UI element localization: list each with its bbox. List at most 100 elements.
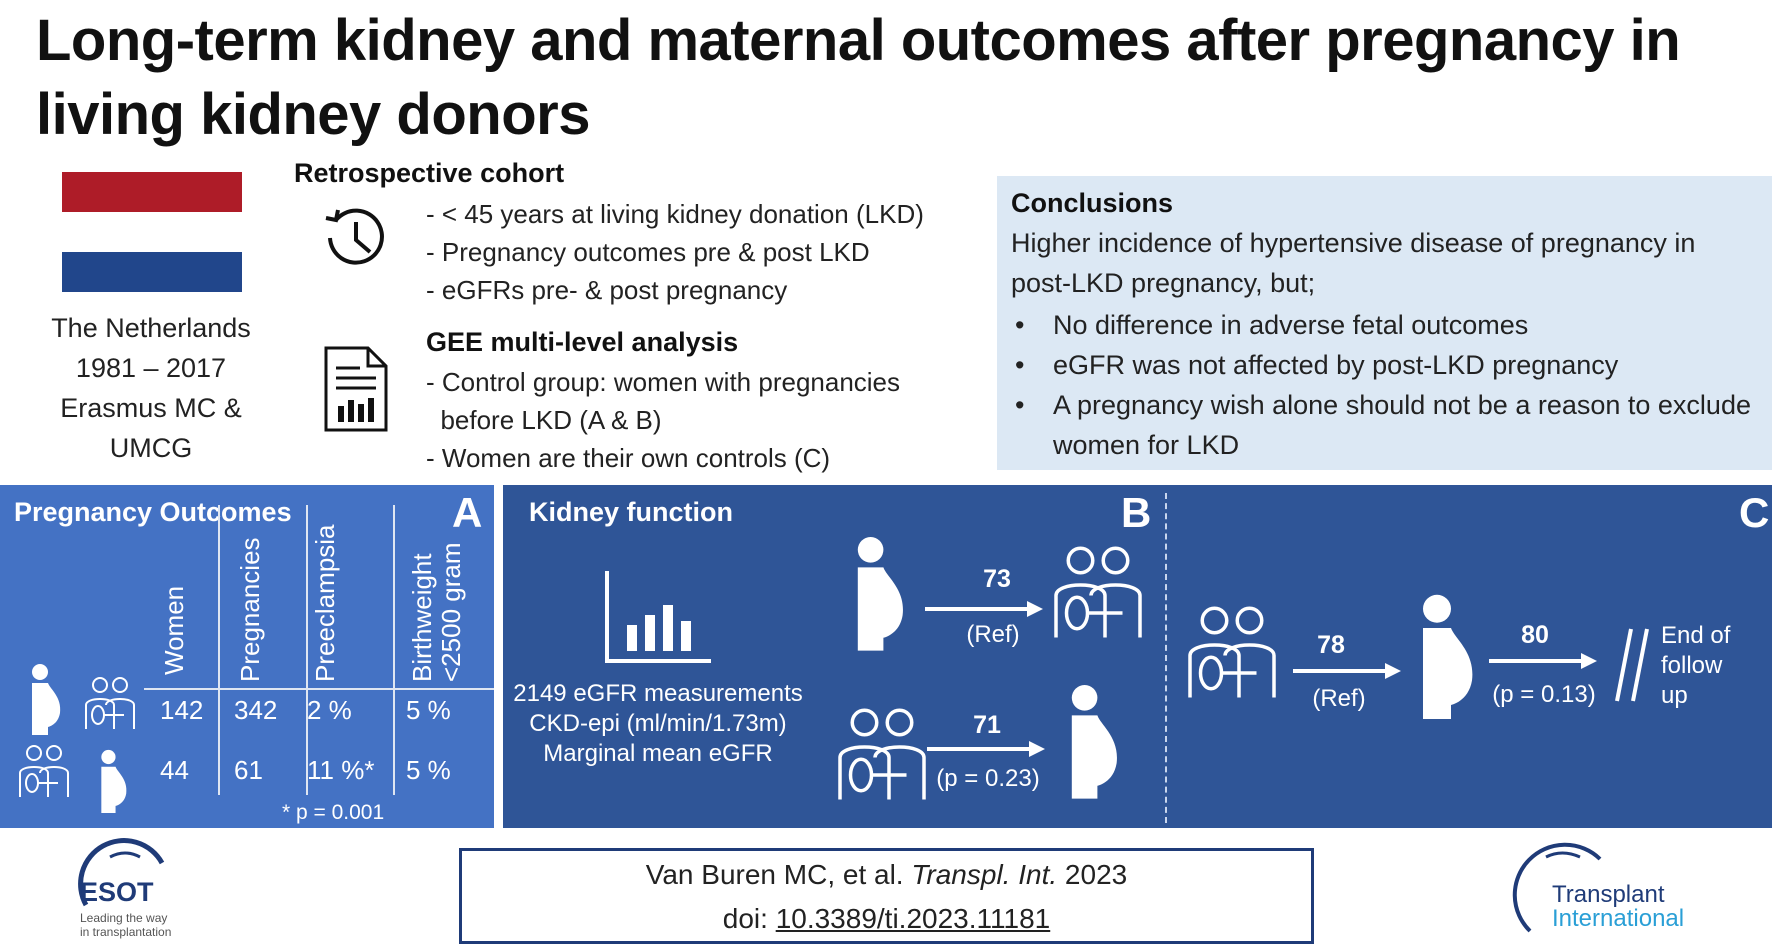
arrow-right-icon	[1293, 663, 1401, 679]
flag-blue-stripe	[62, 252, 242, 292]
esot-logo: ESOT Leading the way in transplantation	[70, 835, 240, 945]
citation-authors: Van Buren MC, et al.	[645, 859, 904, 890]
country-name: The Netherlands	[51, 313, 251, 343]
arrow-right-icon	[925, 601, 1043, 617]
centers-line-1: Erasmus MC &	[60, 393, 242, 423]
kidney-donor-icon	[838, 708, 926, 800]
gee-analysis-heading: GEE multi-level analysis	[426, 327, 739, 357]
citation-box: Van Buren MC, et al. Transpl. Int. 2023 …	[459, 848, 1314, 944]
pregnant-woman-icon	[857, 537, 903, 651]
kidney-donor-icon	[19, 745, 69, 797]
doi-label: doi:	[722, 903, 768, 934]
conclusion-item: No difference in adverse fetal outcomes	[1011, 305, 1758, 345]
egfr-pre-lkd-p-value: (p = 0.23)	[936, 765, 1040, 792]
table-divider	[218, 505, 220, 795]
panel-divider	[1165, 493, 1167, 823]
citation-reference: Van Buren MC, et al. Transpl. Int. 2023	[462, 853, 1311, 897]
table-divider	[393, 505, 395, 795]
arrow-right-icon	[1489, 653, 1597, 669]
end-of-followup-label: End of follow up	[1661, 621, 1757, 711]
panel-b-title: Kidney function	[529, 497, 733, 527]
panel-a-letter: A	[452, 489, 483, 536]
retro-item: - eGFRs pre- & post pregnancy	[426, 275, 788, 305]
ti-name-line: Transplant	[1552, 881, 1665, 908]
end-of-followup-break-icon	[1615, 628, 1649, 702]
conclusions-heading: Conclusions	[1011, 188, 1174, 218]
retro-item: - Pregnancy outcomes pre & post LKD	[426, 237, 870, 267]
gee-item: - Women are their own controls (C)	[426, 443, 831, 473]
egfr-before-pregnancy-ref: (Ref)	[1312, 685, 1366, 712]
kidney-donor-icon	[1188, 606, 1276, 698]
conclusion-item: eGFR was not affected by post-LKD pregna…	[1011, 345, 1758, 385]
esot-circle-emblem	[78, 838, 165, 907]
column-header-preeclampsia: Preeclampsia	[310, 524, 340, 682]
citation-year: 2023	[1064, 859, 1128, 890]
conclusion-item: A pregnancy wish alone should not be a r…	[1011, 385, 1758, 465]
egfr-after-pregnancy-p-value: (p = 0.13)	[1492, 681, 1596, 708]
pregnant-woman-icon	[101, 749, 127, 813]
pregnancies-pre-lkd: 61	[234, 755, 263, 785]
preeclampsia-pre-lkd: 11 %*	[307, 755, 375, 785]
ti-circle-emblem	[1512, 842, 1602, 933]
pregnant-woman-icon	[1423, 594, 1473, 719]
doi-link[interactable]: 10.3389/ti.2023.11181	[775, 903, 1051, 934]
egfr-after-pregnancy-value: 80	[1521, 621, 1549, 649]
end-label-line: follow	[1661, 652, 1723, 679]
retrospective-cohort-list: - < 45 years at living kidney donation (…	[426, 195, 924, 309]
retro-item: - < 45 years at living kidney donation (…	[426, 199, 924, 229]
conclusions-list: No difference in adverse fetal outcomes …	[1011, 305, 1758, 465]
country-info: The Netherlands 1981 – 2017 Erasmus MC &…	[20, 308, 282, 468]
birthweight-pre-lkd: 5 %	[406, 755, 451, 785]
kidney-donor-icon	[85, 677, 135, 729]
citation-journal: Transpl. Int.	[911, 859, 1058, 890]
pregnancy-outcomes-panel: Pregnancy Outcomes A Women Pregnancies P…	[0, 485, 494, 828]
birthweight-post-lkd: 5 %	[406, 695, 451, 725]
women-post-lkd: 142	[160, 695, 204, 725]
column-header-women: Women	[159, 585, 189, 675]
significance-footnote: * p = 0.001	[282, 801, 385, 824]
preeclampsia-post-lkd: 2 %	[307, 695, 352, 725]
column-header-birthweight-threshold: <2500 gram	[436, 542, 466, 682]
measurement-line: CKD-epi (ml/min/1.73m)	[529, 710, 787, 737]
women-pre-lkd: 44	[160, 755, 189, 785]
pregnant-woman-icon	[1071, 685, 1117, 799]
column-header-birthweight: Birthweight	[407, 553, 437, 682]
document-report-icon	[324, 346, 388, 432]
panel-b-letter: B	[1121, 489, 1152, 536]
table-divider	[144, 688, 494, 690]
conclusions-box: Conclusions Higher incidence of hyperten…	[997, 176, 1772, 470]
gee-item: - Control group: women with pregnancies	[426, 367, 901, 397]
end-label-line: End of	[1661, 622, 1731, 649]
poster-title: Long-term kidney and maternal outcomes a…	[36, 8, 1681, 147]
centers-line-2: UMCG	[109, 433, 193, 463]
pregnant-woman-icon	[32, 664, 61, 735]
egfr-before-pregnancy-value: 78	[1317, 631, 1345, 659]
table-divider	[306, 505, 308, 795]
kidney-donor-icon	[1054, 546, 1142, 638]
esot-name: ESOT	[80, 877, 154, 907]
flag-red-stripe	[62, 172, 242, 212]
panel-c-letter: C	[1739, 489, 1770, 536]
ti-name-line: International	[1552, 905, 1685, 932]
kidney-function-panel: Kidney function B C 2149 eGFR measuremen…	[503, 485, 1772, 828]
esot-tagline: Leading the way in transplantation	[80, 911, 171, 939]
gee-item: before LKD (A & B)	[426, 405, 662, 435]
egfr-pre-lkd-value: 71	[973, 711, 1001, 739]
esot-tagline-line: Leading the way	[80, 911, 168, 925]
ti-name: Transplant International	[1552, 883, 1684, 931]
pregnancies-post-lkd: 342	[234, 695, 278, 725]
bar-chart-icon	[605, 571, 711, 663]
citation-doi-line: doi: 10.3389/ti.2023.11181	[462, 897, 1311, 941]
measurement-line: 2149 eGFR measurements	[513, 680, 803, 707]
egfr-post-lkd-ref: (Ref)	[966, 621, 1020, 648]
panel-a-title: Pregnancy Outcomes	[14, 497, 292, 527]
gee-analysis-list: - Control group: women with pregnancies …	[426, 363, 986, 477]
esot-tagline-line: in transplantation	[80, 925, 172, 939]
netherlands-flag	[62, 172, 242, 292]
column-header-pregnancies: Pregnancies	[235, 537, 265, 682]
flag-white-stripe	[62, 212, 242, 252]
transplant-international-logo: Transplant International	[1500, 835, 1740, 945]
conclusions-intro: Higher incidence of hypertensive disease…	[1011, 228, 1696, 298]
measurement-description: 2149 eGFR measurements CKD-epi (ml/min/1…	[503, 679, 813, 769]
retrospective-cohort-heading: Retrospective cohort	[294, 158, 565, 188]
